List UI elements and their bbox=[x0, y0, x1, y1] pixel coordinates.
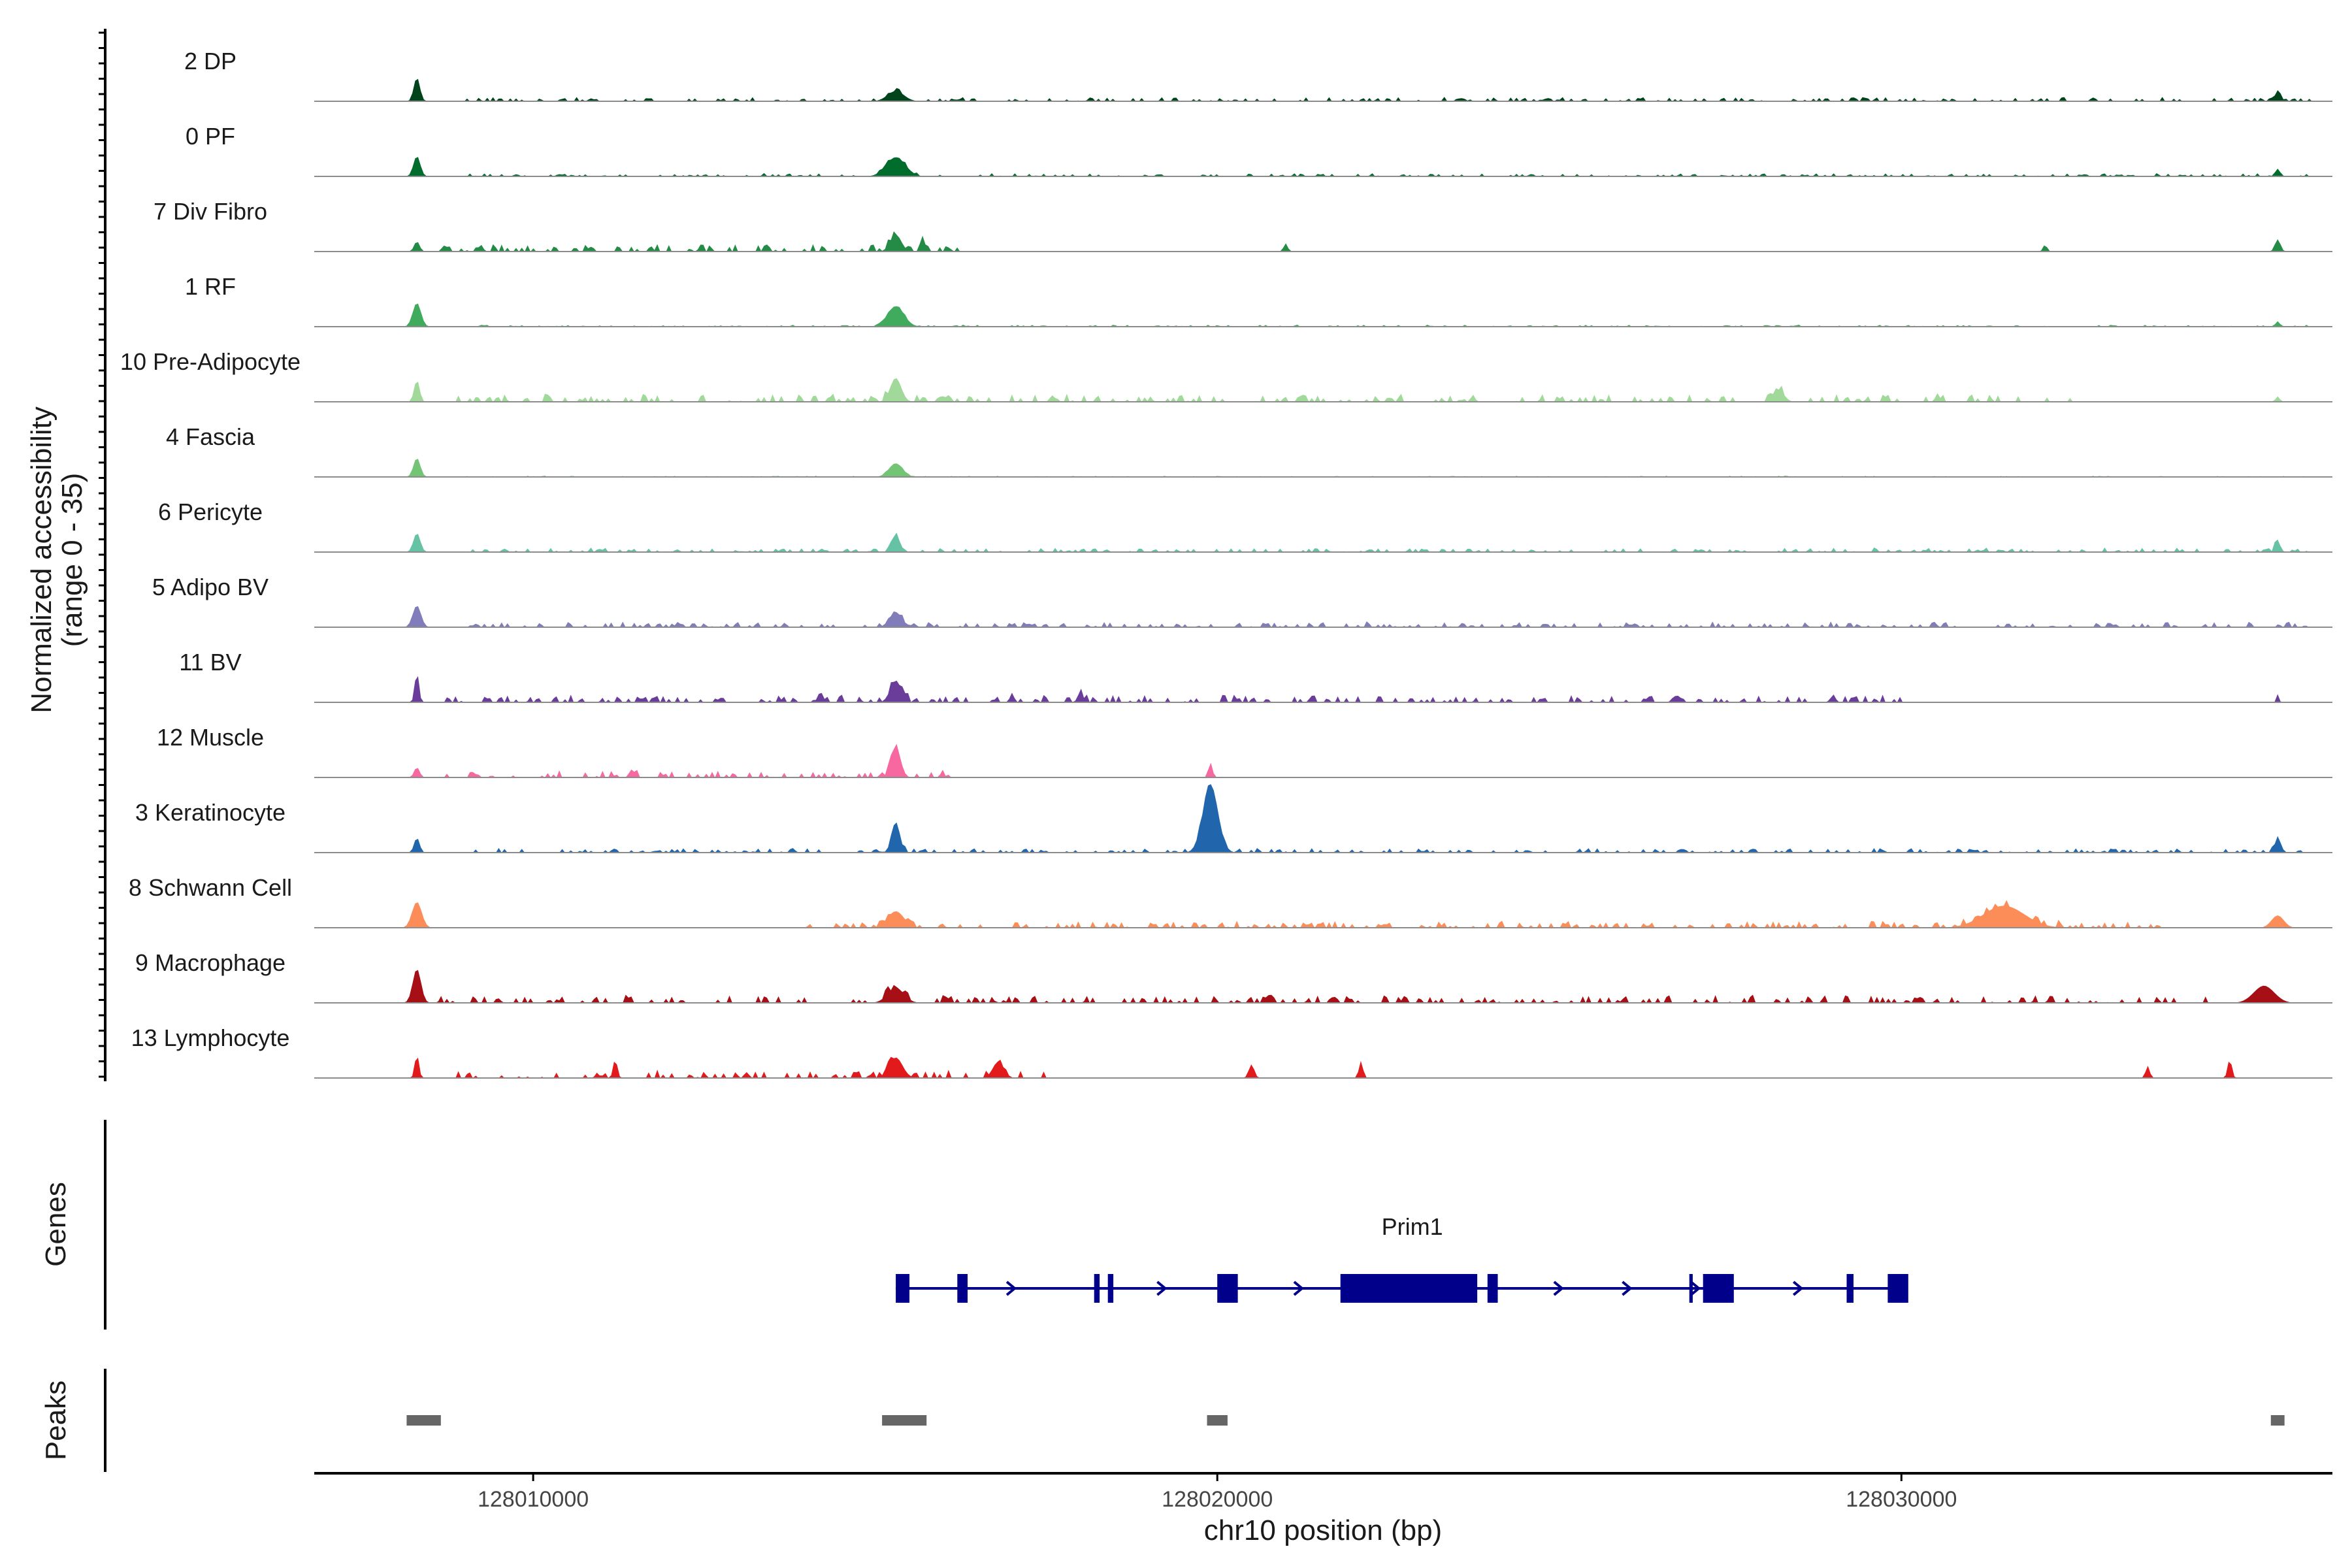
x-tick-label: 128010000 bbox=[478, 1487, 589, 1512]
track-13: 9 Macrophage bbox=[135, 949, 2332, 1004]
peak-region bbox=[2270, 1415, 2285, 1426]
track-label: 7 Div Fibro bbox=[154, 198, 267, 225]
track-10: 12 Muscle bbox=[157, 724, 2332, 778]
track-label: 2 DP bbox=[184, 48, 237, 74]
accessibility-tracks: 2 DP 0 PF 7 Div Fibro 1 RF 10 Pre-Adipocyte 4… bbox=[120, 48, 2332, 1079]
track-8: 5 Adipo BV bbox=[152, 574, 2332, 628]
track-4: 1 RF bbox=[185, 273, 2332, 327]
gene-exon bbox=[1689, 1274, 1693, 1303]
x-axis-ticks: 128010000 128020000 128030000 bbox=[478, 1473, 1957, 1512]
gene-exon bbox=[1340, 1274, 1478, 1303]
gene-exon bbox=[1703, 1274, 1734, 1303]
track-label: 4 Fascia bbox=[166, 423, 255, 450]
gene-exon bbox=[896, 1274, 909, 1303]
strand-arrow bbox=[1690, 1281, 1701, 1296]
track-1: 2 DP bbox=[184, 48, 2332, 102]
genes-label: Genes bbox=[40, 1182, 72, 1267]
coverage-area bbox=[314, 784, 2332, 853]
track-6: 4 Fascia bbox=[166, 423, 2332, 478]
coverage-area bbox=[314, 970, 2332, 1003]
coverage-area bbox=[314, 378, 2332, 402]
coverage-area bbox=[314, 78, 2332, 101]
track-label: 10 Pre-Adipocyte bbox=[120, 348, 301, 375]
track-7: 6 Pericyte bbox=[158, 498, 2332, 553]
track-label: 12 Muscle bbox=[157, 724, 264, 751]
y-axis-ticks bbox=[99, 31, 105, 1078]
track-2: 0 PF bbox=[186, 123, 2332, 177]
track-12: 8 Schwann Cell bbox=[129, 874, 2332, 928]
track-5: 10 Pre-Adipocyte bbox=[120, 348, 2332, 402]
coverage-area bbox=[314, 1056, 2332, 1078]
gene-track: Prim1 bbox=[896, 1213, 1908, 1303]
x-tick-label: 128020000 bbox=[1162, 1487, 1273, 1512]
peaks-label: Peaks bbox=[40, 1380, 72, 1460]
x-axis-title: chr10 position (bp) bbox=[1204, 1514, 1442, 1546]
x-tick-label: 128030000 bbox=[1846, 1487, 1957, 1512]
track-3: 7 Div Fibro bbox=[154, 198, 2332, 252]
strand-arrow bbox=[1622, 1281, 1633, 1296]
gene-exon bbox=[1217, 1274, 1238, 1303]
coverage-area bbox=[314, 532, 2332, 552]
gene-name: Prim1 bbox=[1382, 1213, 1443, 1240]
gene-exon bbox=[1846, 1274, 1854, 1303]
track-label: 3 Keratinocyte bbox=[135, 799, 286, 826]
peaks-panel: Peaks bbox=[40, 1369, 2285, 1472]
genes-panel: Genes Prim1 bbox=[40, 1120, 1908, 1330]
y-axis-title-line2: (range 0 - 35) bbox=[56, 473, 88, 647]
track-14: 13 Lymphocyte bbox=[131, 1024, 2332, 1079]
coverage-area bbox=[314, 900, 2332, 928]
y-axis-title-line1: Normalized accessibility bbox=[25, 406, 57, 713]
coverage-area bbox=[314, 676, 2332, 702]
coverage-area bbox=[314, 743, 2332, 777]
coverage-area bbox=[314, 606, 2332, 627]
strand-arrow bbox=[1293, 1281, 1304, 1296]
track-11: 3 Keratinocyte bbox=[135, 784, 2332, 853]
strand-arrow bbox=[1792, 1281, 1804, 1296]
strand-arrow bbox=[1156, 1281, 1168, 1296]
track-label: 13 Lymphocyte bbox=[131, 1024, 290, 1051]
track-label: 0 PF bbox=[186, 123, 235, 150]
peak-region bbox=[406, 1415, 441, 1426]
track-label: 8 Schwann Cell bbox=[129, 874, 292, 901]
peak-region bbox=[1207, 1415, 1228, 1426]
peak-region bbox=[882, 1415, 927, 1426]
gene-exon bbox=[957, 1274, 968, 1303]
coverage-area bbox=[314, 459, 2332, 477]
x-axis-group: 128010000 128020000 128030000 chr10 positi… bbox=[314, 1472, 2332, 1546]
track-label: 1 RF bbox=[185, 273, 236, 300]
gene-exon bbox=[1107, 1274, 1114, 1303]
track-label: 6 Pericyte bbox=[158, 498, 263, 525]
track-label: 5 Adipo BV bbox=[152, 574, 269, 600]
track-label: 9 Macrophage bbox=[135, 949, 286, 976]
coverage-area bbox=[314, 231, 2332, 252]
gene-exon bbox=[1487, 1274, 1498, 1303]
gene-exon bbox=[1887, 1274, 1908, 1303]
gene-exon bbox=[1094, 1274, 1100, 1303]
y-axis-group: Normalized accessibility (range 0 - 35) bbox=[25, 29, 106, 1081]
coverage-area bbox=[314, 303, 2332, 327]
coverage-area bbox=[314, 157, 2332, 176]
track-label: 11 BV bbox=[179, 649, 241, 676]
strand-arrow bbox=[1005, 1281, 1017, 1296]
strand-arrow bbox=[1553, 1281, 1564, 1296]
track-9: 11 BV bbox=[179, 649, 2332, 703]
peak-track bbox=[406, 1415, 2285, 1426]
